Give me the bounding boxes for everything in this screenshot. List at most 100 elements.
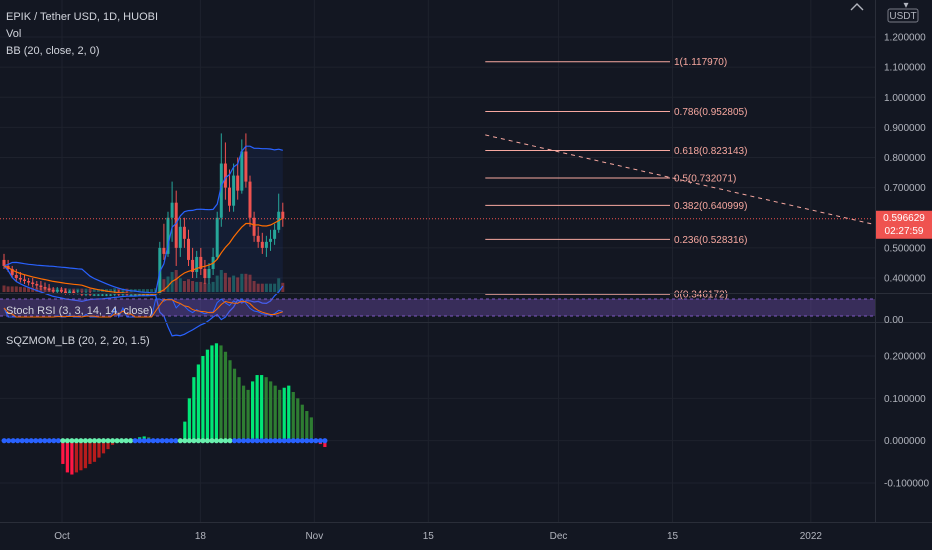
squeeze-dot xyxy=(137,438,143,444)
squeeze-dot xyxy=(277,438,283,444)
momentum-bar xyxy=(255,375,259,441)
trend-line[interactable] xyxy=(485,134,932,294)
squeeze-dots xyxy=(1,438,328,444)
volume-bar xyxy=(14,286,18,292)
volume-bar xyxy=(228,277,231,292)
momentum-bar xyxy=(269,381,273,441)
volume-bar xyxy=(10,286,14,292)
candle-body xyxy=(195,256,199,272)
price-axis[interactable]: 1.200000 1.100000 1.000000 0.900000 0.800000… xyxy=(875,0,932,522)
volume-bar xyxy=(277,278,281,292)
volume-bar xyxy=(207,283,211,292)
momentum-bar xyxy=(287,385,291,441)
time-axis[interactable]: Oct18Nov15Dec15202217Feb15Mar15Apr xyxy=(0,522,932,543)
candle-body xyxy=(137,294,141,296)
volume-bar xyxy=(219,270,223,292)
squeeze-dot xyxy=(173,438,179,444)
currency-caret[interactable]: ▾ xyxy=(903,0,908,11)
squeeze-dot xyxy=(222,438,229,444)
candle-body xyxy=(55,290,59,292)
currency-button[interactable] xyxy=(887,8,919,23)
squeeze-dot xyxy=(19,438,25,444)
momentum-bar xyxy=(201,356,205,441)
momentum-bar xyxy=(223,351,228,441)
squeeze-dot xyxy=(132,438,138,444)
volume-bar xyxy=(96,289,100,292)
fibonacci-retracement[interactable]: 1(1.117970) 0.786(0.952805) 0.618(0.823143… xyxy=(485,57,747,301)
bb-label: BB (20, close, 2, 0) xyxy=(6,45,100,57)
candle-body xyxy=(203,268,207,278)
momentum-histogram xyxy=(61,343,327,475)
momentum-bar xyxy=(309,417,313,441)
candle-body xyxy=(162,247,166,254)
squeeze-dot xyxy=(100,438,107,444)
momentum-bar xyxy=(305,411,309,441)
price-tick-label: 0.700000 xyxy=(884,183,926,194)
squeeze-dot xyxy=(15,438,21,444)
candle-body xyxy=(92,294,96,296)
squeeze-momentum-panel[interactable]: SQZMOM_LB (20, 2, 20, 1.5) xyxy=(1,335,328,475)
candle-body xyxy=(248,181,252,218)
countdown-timer: 02:27:59 xyxy=(885,226,924,237)
price-tick-label: 0.900000 xyxy=(884,123,926,134)
momentum-bar xyxy=(92,440,97,462)
squeeze-dot xyxy=(128,438,134,444)
squeeze-dot xyxy=(96,438,102,444)
volume-bar xyxy=(232,275,236,292)
currency-label: USDT xyxy=(889,11,916,22)
volume-bar xyxy=(23,287,26,292)
candle-body xyxy=(240,151,244,191)
squeeze-dot xyxy=(218,438,224,444)
momentum-bar xyxy=(291,391,295,441)
candle-body xyxy=(129,294,133,296)
squeeze-dot xyxy=(254,438,260,444)
squeeze-dot xyxy=(182,438,188,444)
candle-body xyxy=(31,282,35,285)
time-axis-ticks: Oct18Nov15Dec15202217Feb15Mar15Apr xyxy=(54,531,822,542)
fib-level-label: 0.382(0.640999) xyxy=(674,201,747,212)
chevron-up-icon[interactable] xyxy=(850,3,864,11)
volume-bar xyxy=(256,283,260,292)
candle-body xyxy=(252,217,256,236)
candle-body xyxy=(39,285,43,288)
volume-bar xyxy=(121,288,125,292)
candle-body xyxy=(228,187,231,206)
stoch-rsi-label: Stoch RSI (3, 3, 14, 14, close) xyxy=(6,305,153,317)
fib-level-label: 1(1.117970) xyxy=(674,57,727,68)
horizontal-grid xyxy=(0,36,875,484)
current-price-tag: 0.596629 02:27:59 xyxy=(876,210,932,239)
squeeze-dot xyxy=(195,438,201,444)
price-tick-label: 1.200000 xyxy=(884,33,926,44)
momentum-bar xyxy=(228,360,232,441)
candle-body xyxy=(27,281,31,283)
momentum-bar xyxy=(300,404,304,441)
squeeze-dot xyxy=(263,438,269,444)
price-tick-label: 0.500000 xyxy=(884,243,926,254)
squeeze-dot xyxy=(191,438,197,444)
collapse-panel-button[interactable] xyxy=(850,3,864,11)
fib-level-label: 0.786(0.952805) xyxy=(674,107,747,118)
volume-bar xyxy=(240,273,244,292)
momentum-bar xyxy=(97,440,101,458)
squeeze-dot xyxy=(236,438,242,444)
volume-bar xyxy=(248,274,252,292)
squeeze-dot xyxy=(82,438,89,444)
price-panel[interactable]: 1(1.117970) 0.786(0.952805) 0.618(0.823143… xyxy=(0,57,932,337)
candle-body xyxy=(59,290,63,292)
momentum-bar xyxy=(214,343,219,441)
squeeze-dot xyxy=(227,438,233,444)
squeeze-dot xyxy=(164,438,170,444)
stoch-rsi-panel[interactable]: Stoch RSI (3, 3, 14, 14, close) xyxy=(0,293,932,323)
momentum-bar xyxy=(205,349,210,441)
candle-body xyxy=(178,226,182,248)
price-tick-label: 1.100000 xyxy=(884,63,926,74)
price-tick-label: 0.400000 xyxy=(884,274,926,285)
momentum-bar xyxy=(61,440,65,464)
squeeze-dot xyxy=(304,438,310,444)
stoch-rsi-tick-label: 0.00 xyxy=(884,315,904,326)
bb-band-area xyxy=(4,146,283,336)
time-tick-label: Oct xyxy=(54,531,70,542)
momentum-bar xyxy=(74,440,79,473)
volume-bar xyxy=(146,289,149,292)
